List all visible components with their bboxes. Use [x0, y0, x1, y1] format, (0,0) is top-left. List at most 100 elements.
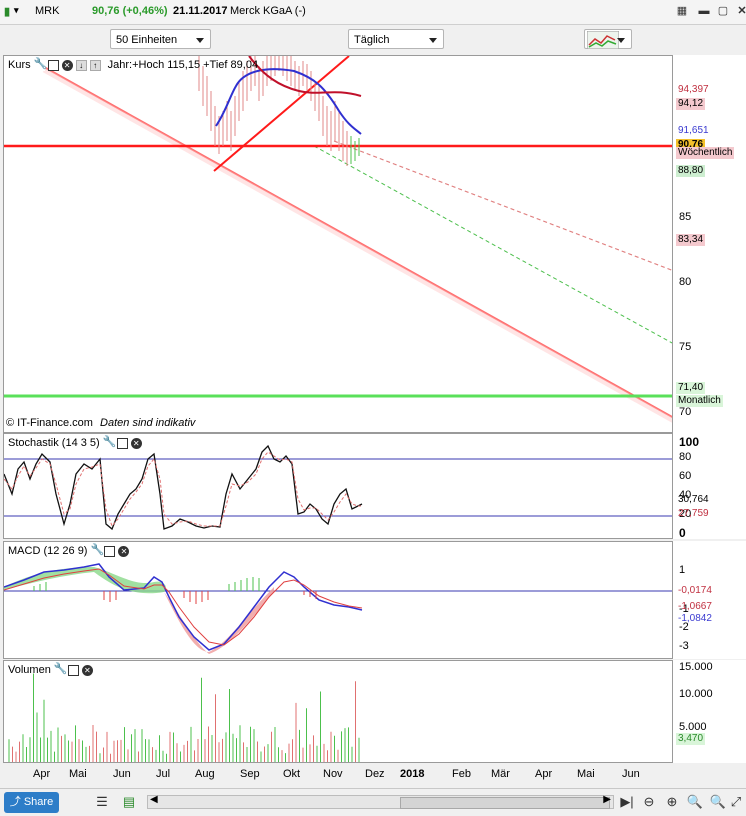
macd-panel[interactable]: MACD (12 26 9) 🔧 ✕ [3, 541, 673, 659]
fullscreen-icon[interactable]: ⤢ [730, 794, 742, 809]
ytick-minus-2: -2 [679, 621, 689, 633]
chart-type-icon [587, 31, 619, 49]
disclaimer: Daten sind indikativ [100, 417, 196, 429]
wrench-icon[interactable]: 🔧 [33, 57, 48, 71]
share-icon: ⤴ [9, 796, 24, 808]
moving-average-blue [215, 68, 362, 135]
step-forward-icon[interactable]: ▶| [620, 794, 634, 809]
stochastic-d-line [4, 451, 362, 527]
price-panel-header: Kurs 🔧 ✕ ↓ ↑ Jahr:+Hoch 115,15 +Tief 89,… [8, 57, 258, 71]
copyright: © IT-Finance.com [6, 417, 93, 429]
time-scrollbar[interactable]: ◀ ▶ [147, 794, 614, 809]
arrow-up-icon[interactable]: ↑ [89, 59, 101, 71]
interval-select[interactable]: Täglich [348, 29, 444, 49]
interval-value: Täglich [354, 34, 390, 46]
maximize-icon[interactable] [104, 545, 116, 557]
volume-panel-header: Volumen 🔧 ✕ [8, 662, 93, 676]
macd-panel-header: MACD (12 26 9) 🔧 ✕ [8, 543, 130, 557]
price-change: 90,76 (+0,46%) [92, 5, 168, 17]
controls-bar: 50 Einheiten Täglich [0, 25, 746, 55]
scroll-left-icon[interactable]: ◀ [150, 794, 158, 805]
chevron-down-icon [196, 38, 204, 43]
close-icon[interactable]: ✕ [81, 664, 93, 676]
candle-icon: ▮ [4, 6, 11, 18]
close-icon[interactable]: ✕ [118, 545, 130, 557]
volume-axis: 15.000 10.000 5.000 3,470 [673, 660, 746, 763]
ytick-1: 1 [679, 564, 686, 576]
month-label: Mai [577, 768, 595, 780]
maximize-icon[interactable] [116, 437, 128, 449]
price-panel[interactable]: Kurs 🔧 ✕ ↓ ↑ Jahr:+Hoch 115,15 +Tief 89,… [3, 55, 673, 433]
symbol: MRK [35, 5, 60, 17]
tag-stoch-d: 27,759 [678, 508, 709, 519]
keyboard-icon[interactable]: ▦ [676, 5, 688, 17]
maximize-icon[interactable] [47, 59, 59, 71]
stochastic-k-line [4, 444, 363, 531]
long-trendline [43, 66, 672, 419]
month-label: Apr [535, 768, 553, 780]
tag-macd-line: -1,0842 [678, 613, 712, 624]
stochastic-panel[interactable]: Stochastik (14 3 5) 🔧 ✕ [3, 433, 673, 539]
chart-type-select[interactable] [584, 29, 632, 49]
close-icon[interactable]: ✕ [737, 5, 746, 17]
signal-line [4, 568, 363, 646]
minimize-icon[interactable]: ▬ [698, 5, 710, 17]
zoom-out-area-icon[interactable]: ⊖ [643, 794, 655, 809]
indicator-icon[interactable]: ▤ [122, 794, 136, 809]
volume-label: Volumen [8, 664, 51, 676]
wrench-icon[interactable]: 🔧 [102, 435, 117, 449]
price-axis: 85 80 75 70 94,397 94,12 91,651 90,76 Wö… [673, 55, 746, 433]
month-label: 2018 [400, 768, 425, 780]
bottom-toolbar: ⤴ Share ☰ ▤ ◀ ▶ ▶| ⊖ ⊕ 🔍 🔍 ⤢ [0, 788, 746, 816]
restore-icon[interactable]: ▢ [717, 5, 729, 17]
tag-94397: 94,397 [678, 84, 709, 95]
upper-channel-line [333, 140, 672, 271]
ytick-minus-3: -3 [679, 640, 689, 652]
chevron-down-icon [429, 38, 437, 43]
ytick-40: 40 [679, 489, 692, 501]
price-bars [198, 56, 348, 166]
zoom-out-icon[interactable]: 🔍 [686, 794, 704, 809]
volume-chart [8, 673, 360, 762]
ytick-75: 75 [679, 341, 692, 353]
wrench-icon[interactable]: 🔧 [53, 662, 68, 676]
tag-macd-signal: -1,0667 [678, 601, 712, 612]
chevron-down-icon [617, 38, 625, 43]
share-button[interactable]: ⤴ Share [4, 792, 59, 813]
ytick-85: 85 [679, 211, 692, 223]
close-icon[interactable]: ✕ [130, 437, 142, 449]
close-icon[interactable]: ✕ [61, 59, 73, 71]
tag-91651: 91,651 [678, 125, 709, 136]
month-label: Sep [240, 768, 260, 780]
macd-histogram-neg [103, 591, 317, 604]
volume-panel[interactable]: Volumen 🔧 ✕ [3, 660, 673, 763]
tag-9412: 94,12 [676, 98, 706, 110]
instrument-name: Merck KGaA (-) [230, 5, 306, 17]
ytick-80: 80 [679, 451, 692, 463]
maximize-icon[interactable] [67, 664, 79, 676]
zoom-in-area-icon[interactable]: ⊕ [666, 794, 678, 809]
price-chart [4, 56, 672, 423]
month-label: Mär [491, 768, 510, 780]
wrench-icon[interactable]: 🔧 [90, 543, 105, 557]
ytick-15000: 15.000 [679, 661, 713, 673]
copyright-note: © IT-Finance.com Daten sind indikativ [6, 417, 195, 429]
lower-channel-line [313, 145, 672, 344]
zoom-in-icon[interactable]: 🔍 [709, 794, 727, 809]
long-trendline-shadow [42, 67, 672, 423]
macd-axis: 1 -1 -2 -3 -0,0174 -1,0667 -1,0842 [673, 541, 746, 659]
list-icon[interactable]: ☰ [96, 794, 108, 809]
scroll-right-icon[interactable]: ▶ [603, 794, 611, 805]
ytick-70: 70 [679, 406, 692, 418]
month-label: Jun [113, 768, 131, 780]
macd-line [4, 563, 363, 651]
chevron-down-icon[interactable]: ▾ [14, 5, 19, 15]
stochastic-label: Stochastik (14 3 5) [8, 437, 100, 449]
units-select[interactable]: 50 Einheiten [110, 29, 211, 49]
date: 21.11.2017 [173, 5, 228, 17]
arrow-down-icon[interactable]: ↓ [75, 59, 87, 71]
ytick-10000: 10.000 [679, 688, 713, 700]
scrollbar-thumb[interactable] [400, 797, 610, 809]
tag-macd-hist: -0,0174 [678, 585, 712, 596]
macd-histogram-pos [33, 577, 260, 591]
